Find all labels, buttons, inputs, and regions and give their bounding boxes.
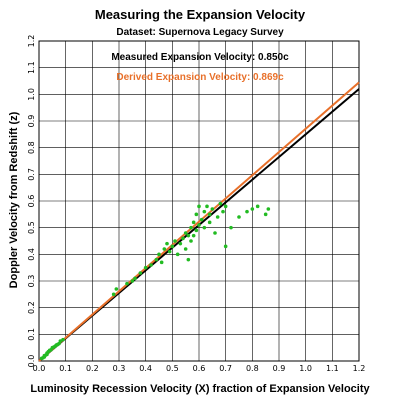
data-point <box>167 249 172 254</box>
x-tick-label: 0.1 <box>59 364 72 373</box>
y-tick-label: 1.2 <box>27 35 36 48</box>
x-tick-label: 0.6 <box>193 364 206 373</box>
data-point <box>162 247 167 251</box>
data-point <box>154 257 159 262</box>
data-point <box>175 252 180 257</box>
chart-title: Measuring the Expansion Velocity <box>95 7 306 22</box>
data-point <box>194 212 199 217</box>
data-point <box>202 225 207 230</box>
x-tick-label: 0.9 <box>273 364 286 373</box>
data-point <box>186 233 191 238</box>
data-point <box>125 281 129 286</box>
data-point <box>183 231 188 235</box>
data-point <box>189 225 193 230</box>
x-axis-label: Luminosity Recession Velocity (X) fracti… <box>30 383 370 395</box>
data-point <box>61 337 65 342</box>
y-tick-label: 0.3 <box>27 275 36 288</box>
data-points <box>39 201 271 361</box>
x-tick-label: 0.3 <box>113 364 126 373</box>
x-tick-label: 0.2 <box>86 364 99 373</box>
data-point <box>221 209 225 214</box>
data-point <box>183 247 188 251</box>
x-tick-label: 0.8 <box>246 364 259 373</box>
data-point <box>218 201 223 206</box>
y-tick-label: 0.8 <box>27 141 36 154</box>
x-tick-label: 0.7 <box>219 364 232 373</box>
x-tick-label: 0.5 <box>166 364 179 373</box>
x-tick-label: 1.0 <box>299 364 312 373</box>
data-point <box>138 271 143 275</box>
data-point <box>191 233 196 238</box>
data-point <box>207 220 212 225</box>
y-tick-label: 0.2 <box>27 301 36 314</box>
data-point <box>133 276 137 281</box>
y-axis-label: Doppler Velocity from Redshift (z) <box>8 111 20 288</box>
data-point <box>197 204 201 209</box>
y-tick-label: 0.1 <box>27 328 36 341</box>
y-tick-label: 0.9 <box>27 115 36 128</box>
x-tick-label: 0.4 <box>139 364 152 373</box>
data-point <box>207 212 212 217</box>
data-point <box>223 244 228 249</box>
data-point <box>263 212 268 217</box>
y-tick-label: 1.1 <box>27 61 36 74</box>
y-tick-label: 0.6 <box>27 195 36 208</box>
y-tick-label: 0.7 <box>27 168 36 181</box>
data-point <box>250 207 255 211</box>
tick-labels: 0.0 0.1 0.2 0.3 0.4 0.5 0.6 0.7 0.8 0.9 1.0 1.1 1.2 0… <box>27 35 365 373</box>
x-tick-label: 1.2 <box>353 364 366 373</box>
data-point <box>181 236 185 241</box>
x-tick-label: 0.0 <box>33 364 46 373</box>
x-tick-label: 1.1 <box>326 364 339 373</box>
y-tick-label: 0.0 <box>27 355 36 368</box>
data-point <box>149 263 153 267</box>
measured-velocity-label: Measured Expansion Velocity: 0.850c <box>111 52 289 63</box>
data-point <box>165 241 169 246</box>
data-point <box>210 207 215 211</box>
data-point <box>189 239 193 243</box>
data-point <box>191 220 196 225</box>
data-point <box>237 215 241 219</box>
data-point <box>57 341 61 346</box>
data-point <box>186 257 191 262</box>
data-point <box>194 228 199 233</box>
data-point <box>199 217 204 222</box>
y-tick-label: 0.5 <box>27 221 36 234</box>
data-point <box>202 209 207 214</box>
data-point <box>159 260 164 265</box>
data-point <box>170 244 175 249</box>
data-point <box>229 225 233 230</box>
data-point <box>143 265 148 270</box>
data-point <box>197 223 201 227</box>
data-point <box>266 207 271 211</box>
data-point <box>205 204 209 209</box>
data-point <box>215 215 220 219</box>
data-point <box>111 292 116 297</box>
grid <box>38 40 360 362</box>
data-point <box>114 287 119 291</box>
data-point <box>58 339 63 343</box>
data-point <box>173 239 177 243</box>
data-point <box>255 204 260 209</box>
data-point <box>157 252 161 257</box>
data-point <box>223 204 228 209</box>
derived-velocity-line <box>38 81 360 362</box>
derived-velocity-label: Derived Expansion Velocity: 0.869c <box>116 72 284 83</box>
data-point <box>213 231 217 235</box>
data-point <box>245 209 249 214</box>
data-point <box>178 241 183 246</box>
chart-subtitle: Dataset: Supernova Legacy Survey <box>116 27 284 38</box>
data-point <box>130 279 135 283</box>
y-tick-label: 1.0 <box>27 88 36 101</box>
y-tick-label: 0.4 <box>27 248 36 261</box>
